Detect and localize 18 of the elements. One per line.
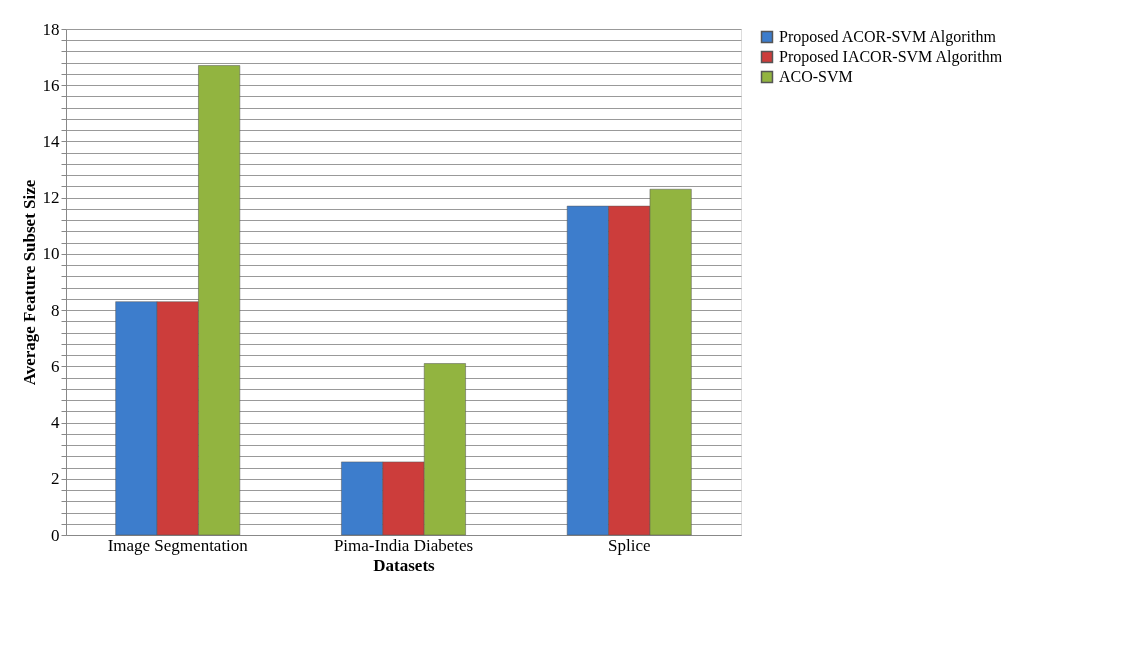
legend-label: Proposed IACOR-SVM Algorithm	[779, 48, 1003, 66]
x-tick-label: Splice	[608, 535, 651, 555]
y-tick-label: 2	[51, 469, 60, 489]
x-tick-label: Image Segmentation	[107, 535, 249, 555]
y-tick-label: 8	[51, 300, 60, 320]
y-tick-label: 0	[51, 525, 60, 545]
y-tick-label: 6	[51, 356, 60, 376]
legend-label: ACO-SVM	[779, 68, 853, 85]
y-tick-label: 10	[42, 244, 60, 264]
y-tick-label: 16	[42, 75, 60, 95]
x-tick-label: Pima-India Diabetes	[333, 535, 474, 555]
y-tick-label: 12	[42, 188, 60, 208]
legend-label: Proposed ACOR-SVM Algorithm	[779, 28, 997, 46]
y-axis-title: Average Feature Subset Size	[19, 179, 39, 386]
y-tick-label: 18	[42, 19, 60, 39]
y-tick-label: 4	[51, 413, 60, 433]
y-tick-label: 14	[42, 131, 60, 151]
x-axis-title: Datasets	[373, 555, 436, 575]
